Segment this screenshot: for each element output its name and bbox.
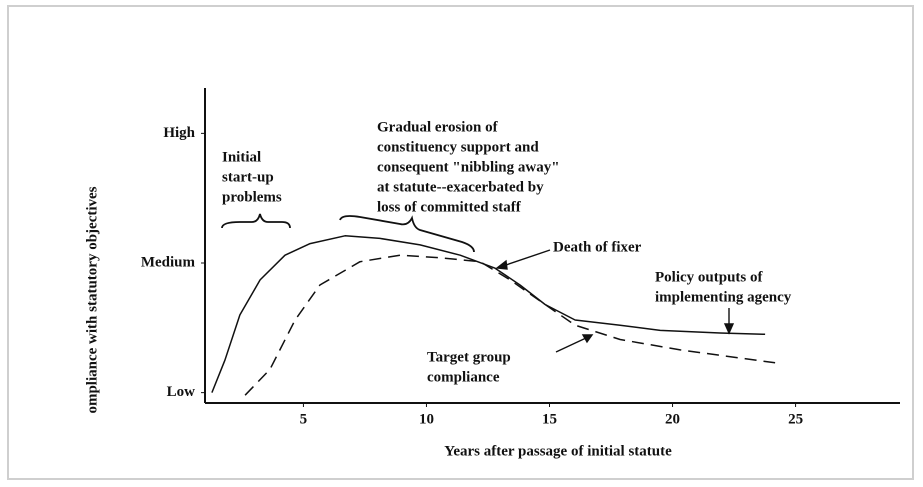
annotation: Target group — [427, 349, 511, 365]
annotation: Initial — [222, 149, 261, 165]
arrow-head — [723, 323, 735, 335]
arrow — [555, 337, 587, 353]
annotation: implementing agency — [655, 289, 792, 305]
annotation: Gradual erosion of — [377, 119, 499, 135]
x-tick-label: 25 — [788, 411, 803, 427]
x-tick-label: 15 — [542, 411, 557, 427]
annotation: start-up — [222, 169, 274, 185]
y-tick-label: Medium — [141, 254, 196, 270]
series-line — [244, 254, 776, 396]
y-tick-label: High — [163, 125, 195, 141]
arrows — [495, 249, 735, 353]
series-line — [211, 235, 766, 393]
y-tick-label: Low — [167, 384, 196, 400]
x-tick-label: 20 — [665, 411, 680, 427]
braces — [221, 213, 475, 253]
x-tick-label: 5 — [300, 411, 308, 427]
annotation: consequent "nibbling away" — [377, 159, 560, 175]
annotation: loss of committed staff — [377, 199, 522, 215]
arrow-head — [495, 259, 508, 270]
annotation: constituency support and — [377, 139, 539, 155]
annotation: at statute--exacerbated by — [377, 179, 544, 195]
annotation: Death of fixer — [553, 239, 642, 255]
annotation: problems — [222, 189, 282, 205]
x-axis-label: Years after passage of initial statute — [444, 443, 672, 459]
brace — [339, 215, 475, 253]
x-tick-label: 10 — [419, 411, 434, 427]
brace — [221, 213, 291, 229]
annotation: Policy outputs of — [655, 269, 764, 285]
arrow-head — [581, 334, 594, 344]
annotation: compliance — [427, 369, 500, 385]
arrow — [502, 249, 551, 267]
y-axis-label: ompliance with statutory objectives — [84, 186, 100, 413]
